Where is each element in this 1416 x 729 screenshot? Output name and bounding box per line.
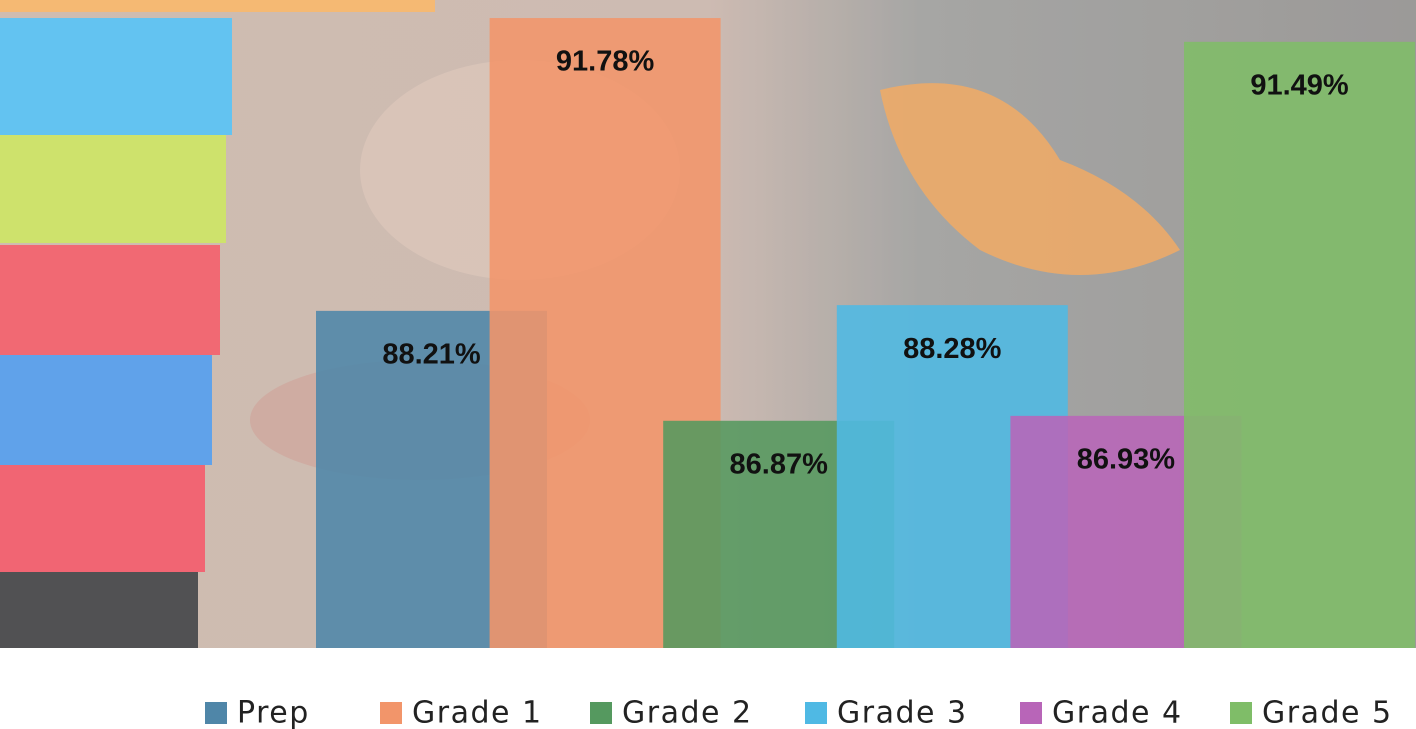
- value-label: 88.21%: [382, 339, 481, 371]
- legend-label: Grade 2: [622, 696, 753, 729]
- value-label: 86.87%: [730, 448, 829, 480]
- legend-swatch: [590, 702, 612, 724]
- legend-swatch: [1020, 702, 1042, 724]
- legend-swatch: [380, 702, 402, 724]
- legend-label: Grade 4: [1052, 696, 1183, 729]
- legend: Prep Grade 1 Grade 2 Grade 3 Grade 4 Grade 5: [205, 696, 1393, 729]
- bar: [1184, 41, 1415, 649]
- legend-label: Prep: [237, 696, 310, 729]
- legend-label: Grade 5: [1262, 696, 1393, 729]
- legend-swatch: [205, 702, 227, 724]
- legend-swatch: [805, 702, 827, 724]
- bars: [316, 18, 1415, 649]
- value-label: 91.78%: [556, 46, 655, 78]
- value-label: 86.93%: [1077, 444, 1176, 476]
- legend-label: Grade 1: [412, 696, 543, 729]
- legend-label: Grade 3: [837, 696, 968, 729]
- value-label: 91.49%: [1250, 69, 1349, 101]
- value-label: 88.28%: [903, 333, 1002, 365]
- value-labels: 88.21% 91.78% 86.87% 88.28% 86.93% 91.49%: [382, 46, 1349, 481]
- legend-swatch: [1230, 702, 1252, 724]
